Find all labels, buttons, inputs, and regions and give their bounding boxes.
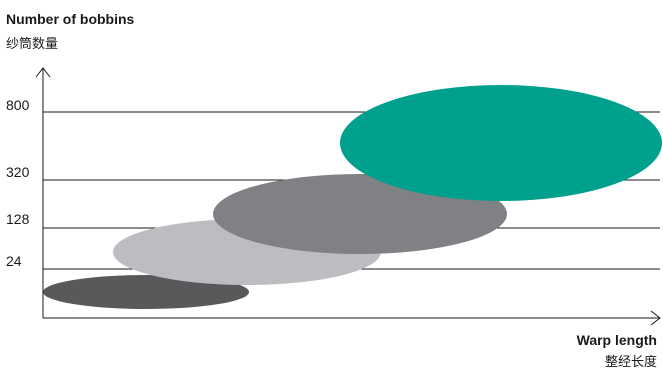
y-axis-subtitle: 纱筒数量 (6, 36, 58, 51)
y-tick-label-800: 800 (6, 97, 30, 113)
x-axis-subtitle: 整经长度 (605, 354, 657, 369)
range-ellipses (43, 85, 662, 309)
y-tick-label-128: 128 (6, 211, 30, 227)
range-ellipse-3 (340, 85, 662, 201)
y-tick-label-24: 24 (6, 253, 22, 269)
x-axis-title: Warp length (577, 332, 657, 348)
y-tick-label-320: 320 (6, 164, 30, 180)
y-axis-title: Number of bobbins (6, 11, 135, 27)
